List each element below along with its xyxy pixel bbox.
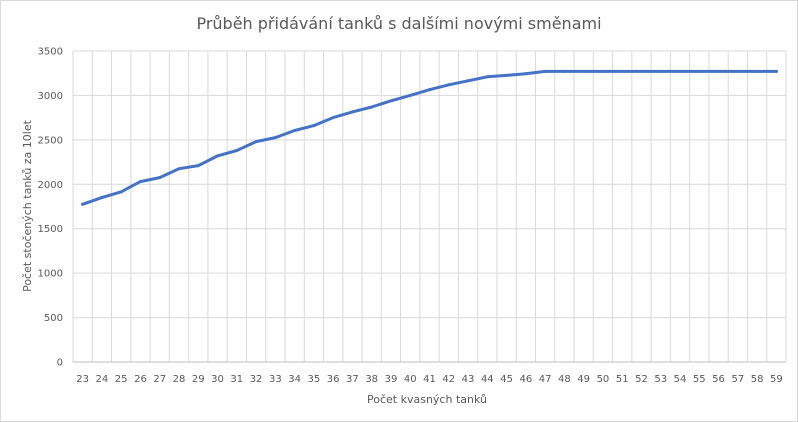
x-tick-label: 42 <box>442 374 455 385</box>
x-tick-label: 49 <box>577 374 590 385</box>
data-point <box>620 69 624 73</box>
data-point <box>312 124 316 128</box>
y-axis-title: Počet stočených tanků za 10let <box>21 119 34 292</box>
data-point <box>601 69 605 73</box>
y-tick-label: 0 <box>57 358 63 369</box>
y-axis-ticks: 0 500 1000 1500 2000 2500 3000 3500 <box>38 47 63 369</box>
x-tick-label: 28 <box>173 374 186 385</box>
x-tick-label: 23 <box>76 374 89 385</box>
x-tick-label: 53 <box>654 374 667 385</box>
data-point <box>293 129 297 133</box>
data-point <box>216 154 220 158</box>
x-tick-label: 38 <box>365 374 378 385</box>
x-tick-label: 41 <box>423 374 436 385</box>
data-point <box>659 69 663 73</box>
data-point <box>119 190 123 194</box>
data-point <box>524 72 528 76</box>
data-point <box>273 136 277 140</box>
data-point <box>254 140 258 144</box>
data-point <box>350 110 354 114</box>
chart-title: Průběh přidávání tanků s dalšími novými … <box>196 14 601 33</box>
data-point <box>100 196 104 200</box>
x-tick-label: 56 <box>712 374 725 385</box>
data-point <box>158 176 162 180</box>
x-tick-label: 47 <box>539 374 552 385</box>
x-tick-label: 40 <box>404 374 417 385</box>
x-tick-label: 50 <box>597 374 610 385</box>
data-point <box>697 69 701 73</box>
x-tick-label: 57 <box>731 374 744 385</box>
x-tick-label: 55 <box>693 374 706 385</box>
x-tick-label: 31 <box>230 374 243 385</box>
data-point <box>370 105 374 109</box>
data-point <box>81 202 85 206</box>
x-tick-label: 33 <box>269 374 282 385</box>
y-tick-label: 1500 <box>38 224 63 235</box>
y-tick-label: 2000 <box>38 180 63 191</box>
data-point <box>485 75 489 79</box>
x-tick-label: 27 <box>153 374 166 385</box>
data-point <box>331 116 335 120</box>
data-point <box>736 69 740 73</box>
x-tick-label: 25 <box>115 374 128 385</box>
x-tick-label: 34 <box>288 374 301 385</box>
data-point <box>428 88 431 92</box>
x-tick-label: 45 <box>500 374 513 385</box>
x-tick-label: 24 <box>96 374 109 385</box>
data-point <box>774 69 778 73</box>
x-tick-label: 43 <box>462 374 475 385</box>
data-point <box>389 99 393 103</box>
y-tick-label: 3500 <box>38 47 63 58</box>
x-tick-label: 52 <box>635 374 648 385</box>
x-tick-label: 54 <box>674 374 687 385</box>
y-tick-label: 3000 <box>38 91 63 102</box>
data-point <box>447 83 451 87</box>
x-tick-label: 59 <box>770 374 783 385</box>
x-tick-label: 39 <box>385 374 398 385</box>
data-point <box>678 69 682 73</box>
x-tick-label: 30 <box>211 374 224 385</box>
series-layer <box>81 69 778 206</box>
x-tick-label: 44 <box>481 374 494 385</box>
data-point <box>543 69 547 73</box>
data-point <box>717 69 721 73</box>
x-tick-label: 32 <box>250 374 263 385</box>
x-tick-label: 26 <box>134 374 147 385</box>
data-point <box>138 180 142 184</box>
data-point <box>196 164 200 168</box>
x-tick-label: 35 <box>308 374 321 385</box>
x-tick-label: 36 <box>327 374 340 385</box>
data-point <box>177 167 181 171</box>
data-point <box>562 69 566 73</box>
data-point <box>639 69 643 73</box>
y-tick-label: 2500 <box>38 135 63 146</box>
x-tick-label: 51 <box>616 374 629 385</box>
data-point <box>582 69 586 73</box>
data-point <box>408 93 412 97</box>
x-tick-label: 46 <box>519 374 532 385</box>
y-tick-label: 500 <box>44 313 63 324</box>
x-tick-label: 48 <box>558 374 571 385</box>
data-point <box>755 69 759 73</box>
data-point <box>235 149 239 153</box>
data-point <box>505 73 509 77</box>
y-tick-label: 1000 <box>38 269 63 280</box>
x-axis-title: Počet kvasných tanků <box>367 393 487 406</box>
x-tick-label: 58 <box>751 374 764 385</box>
gridlines <box>72 50 787 363</box>
x-tick-label: 29 <box>192 374 205 385</box>
x-tick-label: 37 <box>346 374 359 385</box>
x-axis-ticks: 23 24 25 26 27 28 29 30 31 32 33 34 35 36 37 38 39 40 41 42… <box>76 374 782 385</box>
data-point <box>466 79 470 83</box>
